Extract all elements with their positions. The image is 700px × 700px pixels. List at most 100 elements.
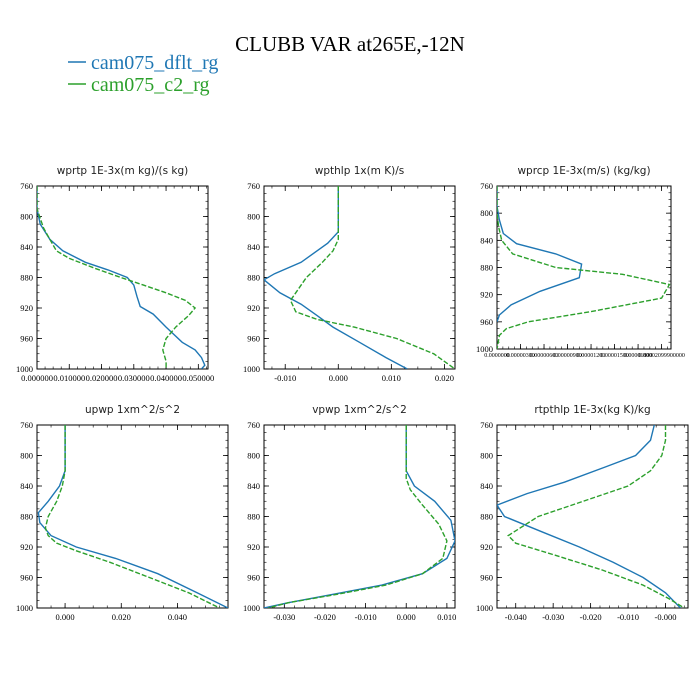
series-line-dflt [497,425,681,608]
x-tick-label: 0.040 [168,612,187,622]
series-line-c2 [497,186,671,349]
x-tick-label: 0.000 [329,373,348,383]
x-tick-label: 0.030000 [118,373,150,383]
x-tick-label: 0.0000000 [484,353,510,359]
x-tick-label: -0.010 [617,612,639,622]
y-tick-label: 760 [480,181,493,191]
y-tick-label: 1000 [243,603,260,613]
x-tick-label: 0.020 [435,373,454,383]
series-line-c2 [267,425,448,608]
x-tick-label: 0.010000 [53,373,85,383]
x-tick-label: 0.000 [397,612,416,622]
y-tick-label: 880 [20,512,33,522]
panel-6: rtpthlp 1E-3x(kg K)/kg 760 800 840 880 920 960… [476,404,689,622]
y-tick-label: 920 [247,542,260,552]
x-tick-label: -0.030 [273,612,295,622]
figure-title: CLUBB VAR at265E,-12N [235,32,465,56]
y-tick-label: 800 [247,451,260,461]
y-tick-label: 880 [480,512,493,522]
panel-title: upwp 1xm^2/s^2 [85,404,180,416]
y-tick-label: 960 [480,573,493,583]
panel-title: vpwp 1xm^2/s^2 [312,404,407,416]
x-tick-label: 0.00000600 [530,353,559,359]
x-tick-label: 0.00001200 [577,353,606,359]
panel-2: wpthlp 1x(m K)/s 760 800 840 880 920 960 1000 -0… [243,165,456,383]
y-tick-label: 760 [480,420,493,430]
y-tick-label: 840 [247,481,260,491]
series-line-c2 [289,186,455,369]
series-line-c2 [37,186,197,369]
y-tick-label: 1000 [243,364,260,374]
x-tick-label: 0.010 [382,373,401,383]
series-line-dflt [264,186,408,369]
plot-frame [263,424,456,609]
panel-3: wprcp 1E-3x(m/s) (kg/kg) 760 800 840 880 920 9… [476,165,685,359]
x-tick-label: 0.000000 [21,373,53,383]
x-tick-label: 0.00000300 [506,353,535,359]
y-tick-label: 920 [480,542,493,552]
y-tick-label: 1000 [476,603,493,613]
y-tick-label: 800 [247,212,260,222]
plot-frame [496,424,689,609]
y-tick-label: 800 [480,208,493,218]
panel-1: wprtp 1E-3x(m kg)/(s kg) 760 800 840 880 920 9… [16,165,214,383]
y-tick-label: 800 [20,212,33,222]
y-tick-label: 840 [20,481,33,491]
y-tick-label: 880 [247,512,260,522]
y-tick-label: 1000 [16,364,33,374]
x-tick-label: 0.00000900 [553,353,582,359]
y-tick-label: 840 [480,481,493,491]
x-tick-label: -0.030 [542,612,564,622]
panel-5: vpwp 1xm^2/s^2 760 800 840 880 920 960 1000 -0.0… [243,404,456,622]
series-line-dflt [264,425,455,608]
x-tick-label: 0.00002099900000 [638,353,685,359]
panel-4: upwp 1xm^2/s^2 760 800 840 880 920 960 1000 0.00… [16,404,229,622]
y-tick-label: 960 [480,317,493,327]
y-tick-label: 760 [20,420,33,430]
x-tick-label: 0.00001800 [624,353,653,359]
x-tick-label: 0.020 [112,612,131,622]
y-tick-label: 800 [480,451,493,461]
y-tick-label: 920 [20,542,33,552]
panel-title: wpthlp 1x(m K)/s [315,165,405,177]
y-tick-label: 920 [247,303,260,313]
y-tick-label: 960 [20,334,33,344]
x-tick-label: 0.010 [437,612,456,622]
series-line-c2 [44,425,220,608]
y-tick-label: 840 [480,235,493,245]
panels: wprtp 1E-3x(m kg)/(s kg) 760 800 840 880 920 9… [16,165,689,622]
x-tick-label: -0.010 [274,373,296,383]
y-tick-label: 920 [480,290,493,300]
plot-frame [496,185,672,350]
x-tick-label: 0.050000 [182,373,214,383]
x-tick-label: -0.010 [355,612,377,622]
y-tick-label: 840 [20,242,33,252]
x-tick-label: -0.020 [580,612,602,622]
series-line-dflt [497,186,583,323]
x-tick-label: 0.020000 [86,373,118,383]
series-line-c2 [507,425,685,608]
y-tick-label: 960 [20,573,33,583]
x-tick-label: -0.000 [655,612,677,622]
panel-title: rtpthlp 1E-3x(kg K)/kg [534,404,650,416]
x-tick-label: 0.00001500 [600,353,629,359]
y-tick-label: 840 [247,242,260,252]
legend-label-c2: cam075_c2_rg [91,74,210,96]
legend: cam075_dflt_rg cam075_c2_rg [68,52,218,96]
y-tick-label: 1000 [476,344,493,354]
series-line-dflt [37,186,206,369]
y-tick-label: 880 [20,273,33,283]
y-tick-label: 760 [247,420,260,430]
y-tick-label: 1000 [16,603,33,613]
y-tick-label: 760 [247,181,260,191]
y-tick-label: 960 [247,573,260,583]
x-tick-label: 0.040000 [150,373,182,383]
series-line-dflt [37,425,228,608]
y-tick-label: 960 [247,334,260,344]
x-tick-label: -0.020 [314,612,336,622]
x-tick-label: -0.040 [505,612,527,622]
y-tick-label: 880 [480,263,493,273]
panel-title: wprcp 1E-3x(m/s) (kg/kg) [517,165,650,177]
panel-title: wprtp 1E-3x(m kg)/(s kg) [57,165,188,177]
